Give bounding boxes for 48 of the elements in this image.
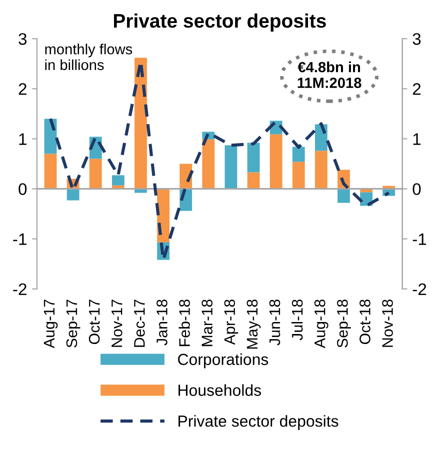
y-tick-label: 1 <box>19 133 26 145</box>
x-tick-label: Oct-18 <box>360 300 370 344</box>
x-tick-label: Nov-17 <box>112 300 122 347</box>
x-tick-label: Apr-18 <box>224 300 238 345</box>
legend-label: Private sector deposits <box>178 415 338 430</box>
x-tick-label: Mar-18 <box>202 300 212 346</box>
chart-title: Private sector deposits <box>114 13 326 32</box>
y-tick-label: -2 <box>13 283 26 295</box>
x-tick-label: May-18 <box>246 300 261 349</box>
x-tick-label: Dec-17 <box>134 300 145 347</box>
bar <box>338 188 350 203</box>
bar <box>202 139 215 189</box>
legend-label: Households <box>178 384 262 396</box>
y-tick-label: -1 <box>13 233 26 245</box>
x-tick-label: Jul-18 <box>292 300 303 340</box>
x-tick-label: Aug-17 <box>44 300 58 348</box>
x-tick-label: Nov-18 <box>382 300 393 347</box>
annotation: €4.8bn in 11M:2018 <box>298 62 362 88</box>
x-tick-label: Sep-17 <box>66 300 80 348</box>
y2-tick-label: 0 <box>412 183 421 196</box>
legend-label: Corporations <box>178 353 268 368</box>
annotation: monthly flows in billions <box>45 44 132 70</box>
bar <box>247 142 260 172</box>
x-tick-label: Oct-17 <box>88 300 100 344</box>
y-tick-label: 2 <box>18 83 26 95</box>
y2-tick-label: -1 <box>412 233 426 245</box>
x-tick-label: Aug-18 <box>314 300 328 348</box>
y2-tick-label: 2 <box>412 83 421 95</box>
x-tick-label: Feb-18 <box>178 300 190 346</box>
y-tick-label: 0 <box>18 183 27 196</box>
bar <box>157 188 170 242</box>
y-tick-label: 3 <box>18 33 27 45</box>
x-tick-label: Jan-18 <box>156 300 168 346</box>
x-tick-label: Jun-18 <box>269 300 280 346</box>
y2-tick-label: -2 <box>412 283 426 295</box>
bar <box>270 134 282 189</box>
bar <box>112 175 124 186</box>
bar <box>89 158 102 189</box>
bar <box>292 162 305 189</box>
bar <box>44 154 57 189</box>
x-tick-label: Sep-18 <box>337 300 351 348</box>
y2-tick-label: 3 <box>412 33 421 45</box>
y2-tick-label: 1 <box>413 133 421 145</box>
bar <box>66 188 80 200</box>
bar <box>314 150 328 189</box>
bar <box>247 172 260 189</box>
bar <box>224 145 238 189</box>
bar <box>292 146 305 162</box>
